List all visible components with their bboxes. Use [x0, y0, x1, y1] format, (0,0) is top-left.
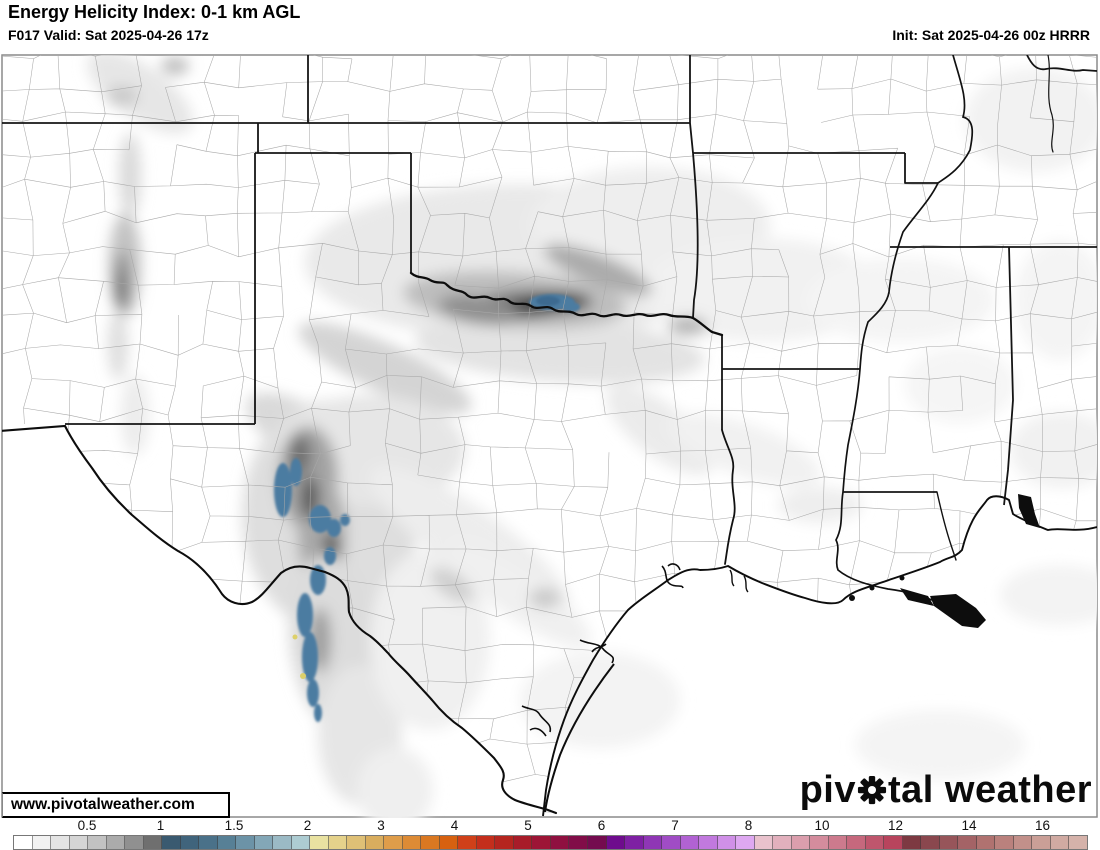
- colorbar-cell: [476, 836, 496, 849]
- colorbar-cell: [106, 836, 126, 849]
- colorbar-cell: [125, 836, 144, 849]
- colorbar-cell: [884, 836, 903, 849]
- colorbar-tick-label: 16: [1034, 818, 1051, 833]
- colorbar-tick-label: 14: [961, 818, 977, 833]
- colorbar-cell: [143, 836, 163, 849]
- logo-text-tal: tal: [887, 769, 934, 811]
- colorbar-cell: [865, 836, 885, 849]
- forecast-valid-label: F017 Valid: Sat 2025-04-26 17z: [8, 27, 209, 43]
- colorbar-cell: [662, 836, 681, 849]
- colorbar-cell: [328, 836, 348, 849]
- colorbar-cell: [606, 836, 626, 849]
- colorbar-cell: [847, 836, 866, 849]
- colorbar-cell: [773, 836, 792, 849]
- colorbar-cell: [513, 836, 533, 849]
- colorbar-cell: [88, 836, 107, 849]
- colorbar-cell: [1050, 836, 1070, 849]
- colorbar-cell: [532, 836, 551, 849]
- mississippi-river: [835, 55, 974, 604]
- colorbar-cell: [439, 836, 459, 849]
- colorbar-cell: [791, 836, 811, 849]
- colorbar-cell: [51, 836, 70, 849]
- colorbar-cell: [69, 836, 89, 849]
- colorbar-tick-label: 1: [156, 818, 165, 833]
- colorbar-cell: [1032, 836, 1051, 849]
- colorbar-cell: [828, 836, 848, 849]
- logo-text-piv: piv: [799, 769, 856, 811]
- colorbar-cell: [458, 836, 477, 849]
- colorbar-tick-label: 5: [524, 818, 532, 833]
- colorbar-tick-label: 12: [887, 818, 904, 833]
- colorbar-tick-label: 3: [377, 818, 385, 833]
- colorbar-cell: [365, 836, 385, 849]
- colorbar-cell: [587, 836, 607, 849]
- watermark: www.pivotalweather.com: [2, 792, 230, 818]
- colorbar-cell: [291, 836, 311, 849]
- colorbar-cell: [495, 836, 514, 849]
- colorbar-cell: [569, 836, 588, 849]
- colorbar-tick-label: 8: [744, 818, 753, 833]
- colorbar-tick-label: 7: [671, 818, 679, 833]
- colorbar-cell: [254, 836, 274, 849]
- colorbar-cell: [236, 836, 255, 849]
- colorbar-cell: [1069, 836, 1087, 849]
- colorbar-cell: [310, 836, 329, 849]
- colorbar-tick-label: 10: [814, 818, 830, 833]
- ehi-blue-areas: [274, 294, 580, 722]
- colorbar-cell: [736, 836, 755, 849]
- colorbar-cell: [384, 836, 403, 849]
- page-title: Energy Helicity Index: 0-1 km AGL: [8, 2, 301, 22]
- colorbar-cell: [976, 836, 996, 849]
- colorbar-cell: [625, 836, 644, 849]
- colorbar: [13, 835, 1088, 850]
- colorbar-cell: [180, 836, 200, 849]
- colorbar-cell: [1013, 836, 1033, 849]
- sabine-river: [721, 429, 736, 565]
- colorbar-tick-label: 0.5: [77, 818, 97, 833]
- colorbar-cell: [162, 836, 181, 849]
- rio-grande-river: [2, 424, 558, 815]
- colorbar-cell: [402, 836, 422, 849]
- colorbar-cell: [32, 836, 52, 849]
- colorbar-tick-label: 2: [303, 818, 312, 833]
- colorbar-cell: [199, 836, 218, 849]
- colorbar-cell: [958, 836, 977, 849]
- colorbar-cell: [217, 836, 237, 849]
- colorbar-cell: [939, 836, 959, 849]
- colorbar-cell: [14, 836, 33, 849]
- pivotal-weather-logo: piv tal weather: [800, 766, 1092, 815]
- colorbar-tick-label: 4: [450, 818, 459, 833]
- model-init-label: Init: Sat 2025-04-26 00z HRRR: [892, 27, 1090, 43]
- colorbar-cell: [902, 836, 922, 849]
- colorbar-cell: [550, 836, 570, 849]
- tennessee-river: [1047, 55, 1054, 153]
- gear-icon: [857, 772, 887, 815]
- colorbar-cell: [699, 836, 718, 849]
- red-river-border: [409, 271, 724, 337]
- colorbar-cell: [680, 836, 700, 849]
- pearl-river: [936, 491, 957, 561]
- colorbar-cell: [717, 836, 737, 849]
- colorbar-cell: [921, 836, 940, 849]
- colorbar-cell: [810, 836, 829, 849]
- colorbar-tick-label: 6: [597, 818, 606, 833]
- colorbar-cell: [347, 836, 366, 849]
- colorbar-cell: [754, 836, 774, 849]
- colorbar-cell: [273, 836, 292, 849]
- ehi-yellow-spots: [292, 634, 306, 679]
- colorbar-scale-labels: 0.5 1 1.5 2 3 4 5 6 7 8 10 12 14 16: [0, 818, 1100, 839]
- coastline: [521, 495, 1097, 817]
- colorbar-cell: [421, 836, 440, 849]
- state-borders: [2, 55, 1097, 506]
- colorbar-cell: [995, 836, 1014, 849]
- colorbar-tick-label: 1.5: [224, 818, 244, 833]
- logo-text-weather: weather: [933, 769, 1092, 811]
- colorbar-cell: [643, 836, 663, 849]
- rivers-layer: [721, 55, 1054, 604]
- coast-fill-features: [849, 494, 1040, 628]
